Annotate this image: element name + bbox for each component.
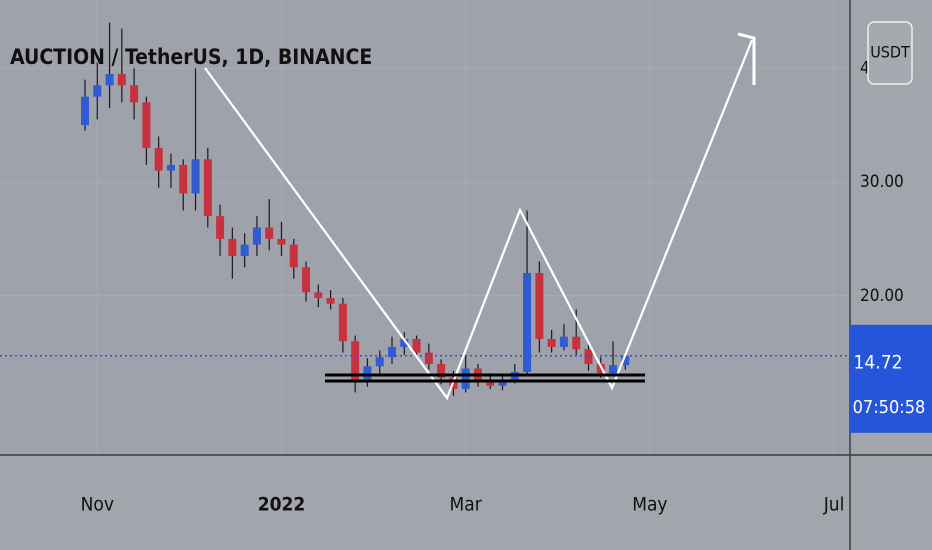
candle-body bbox=[314, 292, 323, 299]
candle-body bbox=[523, 273, 532, 372]
currency-box[interactable] bbox=[867, 21, 913, 85]
candle-body bbox=[326, 298, 335, 304]
x-tick-label: May bbox=[632, 494, 667, 516]
drawings bbox=[204, 32, 756, 401]
candle-body bbox=[252, 227, 261, 245]
candle-body bbox=[289, 244, 298, 268]
candle-body bbox=[351, 341, 360, 380]
candle-body bbox=[412, 338, 421, 353]
candle-body bbox=[437, 364, 446, 378]
candle-body bbox=[166, 164, 175, 171]
price-label: 14.72 07:50:58 bbox=[850, 324, 932, 433]
candle-body bbox=[559, 336, 568, 347]
currency-button[interactable]: USDT bbox=[867, 21, 913, 85]
candle-body bbox=[179, 164, 188, 194]
candle-body bbox=[105, 73, 114, 86]
arrow-head bbox=[737, 32, 756, 85]
candle-body bbox=[400, 338, 409, 347]
candle-body bbox=[191, 159, 200, 194]
candle-body bbox=[302, 267, 311, 293]
candle-body bbox=[338, 303, 347, 342]
last-price-label: 14.72 bbox=[854, 351, 903, 373]
candle-body bbox=[363, 366, 372, 380]
candle-body bbox=[547, 338, 556, 347]
candles bbox=[0, 22, 850, 396]
candle-body bbox=[81, 96, 89, 126]
y-tick-label: 20.00 bbox=[860, 286, 904, 306]
x-tick-label: Nov bbox=[81, 494, 114, 516]
candle-body bbox=[216, 216, 225, 239]
x-tick-label: 2022 bbox=[258, 494, 306, 516]
candle-body bbox=[142, 102, 151, 148]
candle-body bbox=[130, 85, 139, 103]
candle-body bbox=[154, 147, 163, 171]
candle-body bbox=[228, 238, 237, 256]
candle-body bbox=[609, 365, 618, 374]
candle-body bbox=[498, 379, 507, 386]
countdown-label: 07:50:58 bbox=[853, 397, 926, 418]
candle-body bbox=[572, 336, 581, 350]
chart-title: AUCTION / TetherUS, 1D, BINANCE bbox=[10, 45, 372, 69]
candle-body bbox=[424, 352, 433, 364]
candle-body bbox=[117, 73, 126, 86]
pattern-line bbox=[204, 39, 754, 401]
candle-body bbox=[388, 346, 396, 358]
y-tick-label: 30.00 bbox=[860, 172, 904, 192]
x-tick-label: Jul bbox=[823, 494, 845, 516]
candle-body bbox=[240, 244, 249, 256]
candle-body bbox=[461, 368, 470, 390]
price-box bbox=[850, 324, 932, 433]
candle-body bbox=[375, 357, 384, 367]
candle-body bbox=[621, 355, 630, 366]
currency-label[interactable]: USDT bbox=[870, 43, 910, 62]
candle-body bbox=[203, 159, 212, 217]
candle-body bbox=[265, 227, 274, 239]
candle-body bbox=[93, 85, 102, 97]
candle-body bbox=[277, 238, 286, 245]
candle-body bbox=[535, 273, 544, 339]
candle-body bbox=[486, 382, 495, 386]
x-axis: Nov 2022 Mar May Jul bbox=[81, 494, 845, 516]
candle-body bbox=[584, 349, 593, 364]
x-tick-label: Mar bbox=[450, 494, 483, 516]
plot-area bbox=[0, 0, 850, 455]
